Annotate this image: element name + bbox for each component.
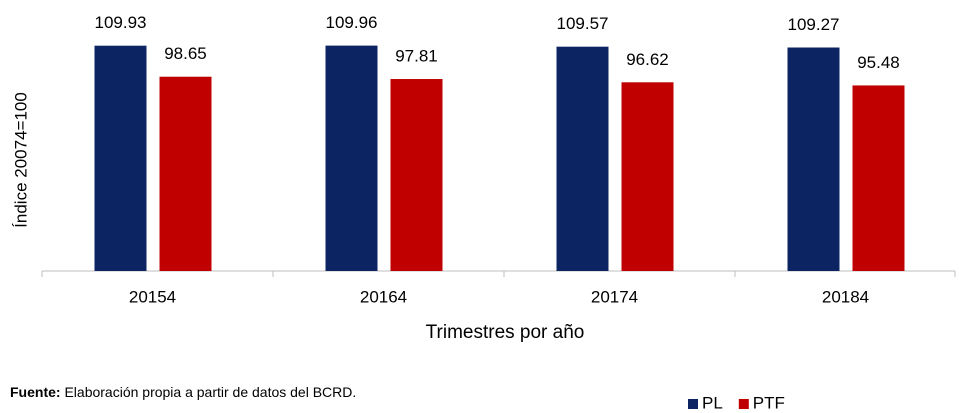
legend-swatch [688,399,698,409]
bar [94,45,147,271]
bar [325,45,378,271]
data-label: 96.62 [626,50,669,69]
bar [621,82,674,271]
data-label: 97.81 [395,47,438,66]
bar [852,85,905,272]
data-label: 109.27 [788,15,840,34]
source: Fuente: Elaboración propia a partir de d… [10,384,356,400]
bar [159,76,212,272]
data-label: 95.48 [857,53,900,72]
legend-label: PTF [753,393,785,412]
source-text: Elaboración propia a partir de datos del… [64,384,356,400]
legend-label: PL [702,393,723,412]
data-label: 109.93 [95,13,147,32]
x-tick-label: 20184 [822,287,869,306]
bar [556,46,609,272]
source-label: Fuente: [10,384,61,400]
bar [390,79,443,272]
x-tick-label: 20174 [591,287,638,306]
data-label: 98.65 [164,44,207,63]
legend-swatch [738,399,749,409]
x-tick-label: 20164 [360,287,407,306]
x-tick-label: 20154 [129,287,176,306]
data-label: 109.96 [326,13,378,32]
y-axis-label: Índice 20074=100 [11,92,30,228]
data-label: 109.57 [557,14,609,33]
x-axis-label: Trimestres por año [426,322,585,343]
bar [787,47,840,271]
